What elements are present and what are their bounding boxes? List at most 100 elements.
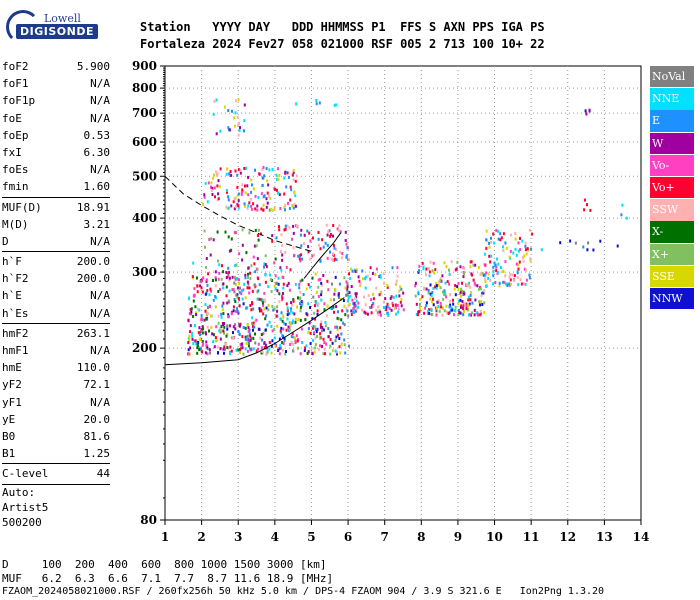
param-group-critical-frequencies: foF2 5.900 foF1 N/A foF1p N/A foE N/A foEp 0.53 fx… [2,58,110,196]
echo-point [294,317,297,321]
echo-point [341,309,344,313]
echo-point [272,308,275,312]
echo-point [293,336,296,340]
y-tick-label: 600 [132,135,157,149]
param-value: 18.91 [76,200,110,214]
echo-point [288,328,291,332]
legend-item-e: E [650,110,694,132]
echo-point [353,308,356,312]
param-value: 110.0 [76,361,110,375]
echo-point [325,223,328,227]
echo-point [277,276,280,280]
echo-point [277,282,280,286]
echo-point [371,304,374,308]
echo-point [499,232,502,236]
param-row: MUF(D) 18.91 [2,199,110,216]
auto-version: 500200 [2,516,42,529]
echo-point [292,298,295,302]
echo-point [317,237,320,241]
echo-point [238,324,241,328]
echo-point [266,351,269,355]
echo-point [198,308,201,312]
echo-point [220,329,223,333]
echo-point [324,324,327,328]
echo-point [232,309,235,313]
echo-point [300,300,303,303]
echo-point [254,168,256,172]
echo-point [223,325,226,329]
profile-curve-dashed [164,175,312,252]
echo-point [281,294,283,298]
echo-point [454,284,457,287]
echo-point [335,248,338,252]
echo-point [190,310,193,314]
echo-point [397,310,399,314]
echo-point [327,335,330,339]
echo-point [216,172,219,176]
param-row: fxI 6.30 [2,144,110,161]
echo-point [376,311,379,315]
echo-point [493,261,496,265]
echo-point [350,285,353,288]
echo-point [285,266,288,269]
echo-point [236,307,238,311]
echo-point [198,326,201,330]
echo-point [395,294,398,298]
echo-point [509,278,512,282]
echo-point [281,348,284,352]
param-name: foF2 [2,60,29,73]
echo-point [260,192,263,196]
echo-point [226,301,229,305]
echo-point [496,271,499,274]
echo-point [248,291,251,295]
echo-point [332,224,335,227]
echo-point [205,312,208,316]
echo-point [241,346,244,350]
echo-point [322,328,325,332]
echo-point [221,304,224,308]
echo-point [289,185,292,189]
echo-point [235,293,238,297]
echo-point [364,311,367,315]
echo-point [210,314,212,318]
echo-point [216,184,219,188]
echo-point [586,248,589,252]
echo-point [385,305,388,309]
echo-point [432,303,435,307]
echo-point [235,277,238,280]
echo-point [489,278,492,282]
echo-point [243,167,246,170]
echo-point [217,192,220,196]
echo-point [293,202,296,206]
echo-point [508,282,511,286]
echo-point [484,280,487,284]
echo-point [414,284,417,288]
param-value: 1.60 [83,180,111,194]
param-value: N/A [90,94,110,108]
echo-point [238,290,241,294]
echo-point [335,305,338,309]
echo-point [495,229,498,232]
echo-point [315,99,318,102]
echo-point [245,342,248,345]
echo-point [204,351,207,355]
echo-point [462,307,465,311]
echo-point [189,346,192,350]
x-tick-label: 8 [417,530,425,544]
echo-point [502,269,505,273]
echo-point [265,265,268,269]
echo-point [235,309,238,313]
echo-point [233,197,236,201]
echo-point [375,286,378,290]
echo-point [354,270,357,273]
echo-point [428,312,431,315]
echo-point [205,266,208,269]
echo-point [270,290,273,293]
echo-point [244,335,247,339]
echo-point [414,281,417,285]
echo-point [334,288,337,292]
echo-point [226,332,229,336]
echo-point [465,282,468,286]
echo-point [517,283,520,287]
echo-point [326,279,329,283]
